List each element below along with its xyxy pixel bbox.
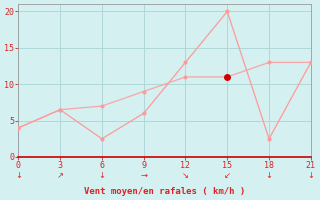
X-axis label: Vent moyen/en rafales ( km/h ): Vent moyen/en rafales ( km/h ) xyxy=(84,187,245,196)
Text: ↗: ↗ xyxy=(57,171,64,180)
Text: ↓: ↓ xyxy=(99,171,105,180)
Text: →: → xyxy=(140,171,147,180)
Text: ↓: ↓ xyxy=(15,171,22,180)
Text: ↓: ↓ xyxy=(266,171,273,180)
Text: ↙: ↙ xyxy=(224,171,231,180)
Text: ↓: ↓ xyxy=(307,171,314,180)
Text: ↘: ↘ xyxy=(182,171,189,180)
